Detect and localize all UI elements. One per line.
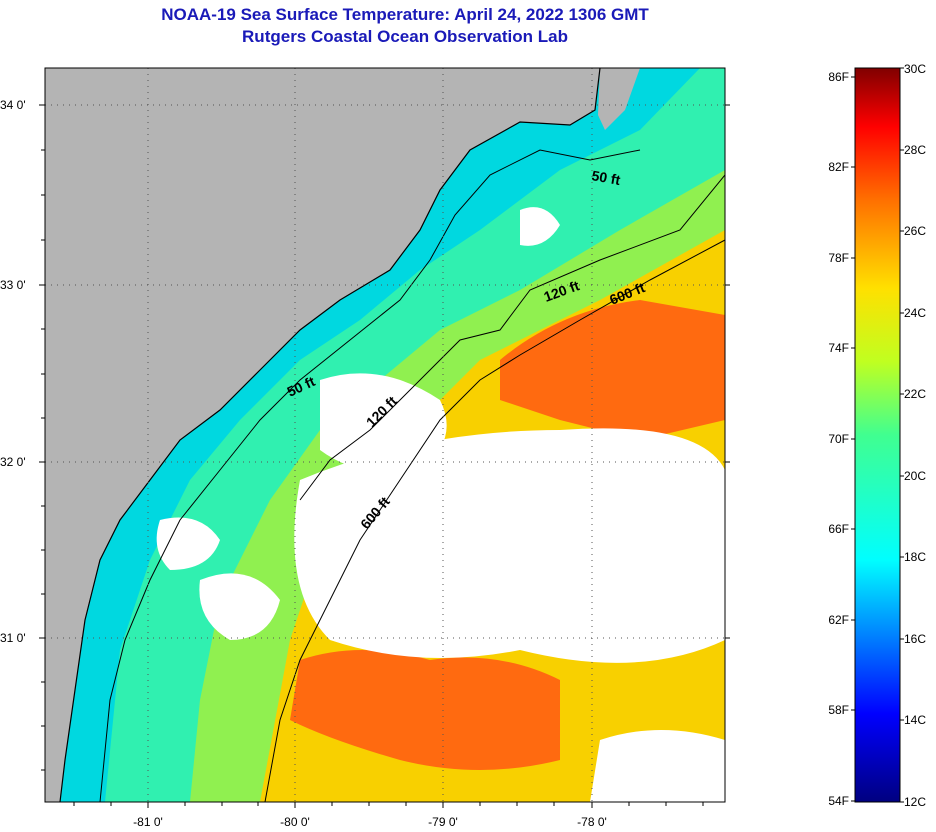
land-mass: [45, 68, 600, 802]
colorbar-label-c: 24C: [904, 306, 926, 320]
colorbar-label-c: 30C: [904, 62, 926, 76]
colorbar-label-f: 74F: [828, 341, 849, 355]
cloud-patch: [294, 428, 725, 663]
lon-label: -80 0': [280, 815, 310, 829]
colorbar-label-c: 14C: [904, 713, 926, 727]
colorbar-label-c: 26C: [904, 224, 926, 238]
colorbar-label-f: 54F: [828, 794, 849, 808]
colorbar-label-f: 78F: [828, 251, 849, 265]
lon-label: -79 0': [428, 815, 458, 829]
axis-ticks: [39, 104, 730, 808]
colorbar-label-f: 58F: [828, 703, 849, 717]
chart-title: NOAA-19 Sea Surface Temperature: April 2…: [161, 5, 649, 24]
colorbar-ticks: [851, 67, 904, 803]
lat-label: 33 0': [0, 278, 26, 292]
map-plot-area: 50 ft 50 ft 120 ft 120 ft 600 ft 600 ft: [45, 68, 725, 802]
lat-label: 32 0': [0, 455, 26, 469]
gulf-stream-patch: [290, 650, 560, 770]
colorbar-label-c: 18C: [904, 550, 926, 564]
gulf-stream-patch: [500, 300, 725, 440]
land-mass: [598, 68, 640, 130]
grid-lines: [45, 68, 725, 802]
contour-label-50ft: 50 ft: [590, 167, 621, 188]
lat-label: 34 0': [0, 98, 26, 112]
colorbar-label-f: 82F: [828, 160, 849, 174]
isobath-600ft: [264, 239, 725, 802]
isobath-120ft: [299, 174, 725, 501]
lon-label: -81 0': [133, 815, 163, 829]
cloud-patch: [156, 517, 220, 570]
colorbar-label-c: 16C: [904, 632, 926, 646]
colorbar: [854, 67, 901, 803]
cloud-patch: [520, 207, 560, 246]
colorbar-label-c: 20C: [904, 469, 926, 483]
lat-label: 31 0': [0, 631, 26, 645]
colorbar-label-f: 70F: [828, 432, 849, 446]
chart-subtitle: Rutgers Coastal Ocean Observation Lab: [242, 27, 568, 46]
coastline: [59, 68, 601, 802]
colorbar-label-f: 86F: [828, 70, 849, 84]
cloud-patch: [590, 730, 725, 802]
isobath-50ft: [99, 149, 641, 802]
colorbar-label-f: 62F: [828, 613, 849, 627]
colorbar-label-c: 28C: [904, 143, 926, 157]
colorbar-label-f: 66F: [828, 522, 849, 536]
colorbar-label-c: 22C: [904, 387, 926, 401]
lon-label: -78 0': [577, 815, 607, 829]
cloud-patch: [199, 573, 280, 640]
map-frame: [44, 67, 726, 803]
colorbar-label-c: 12C: [904, 795, 926, 809]
